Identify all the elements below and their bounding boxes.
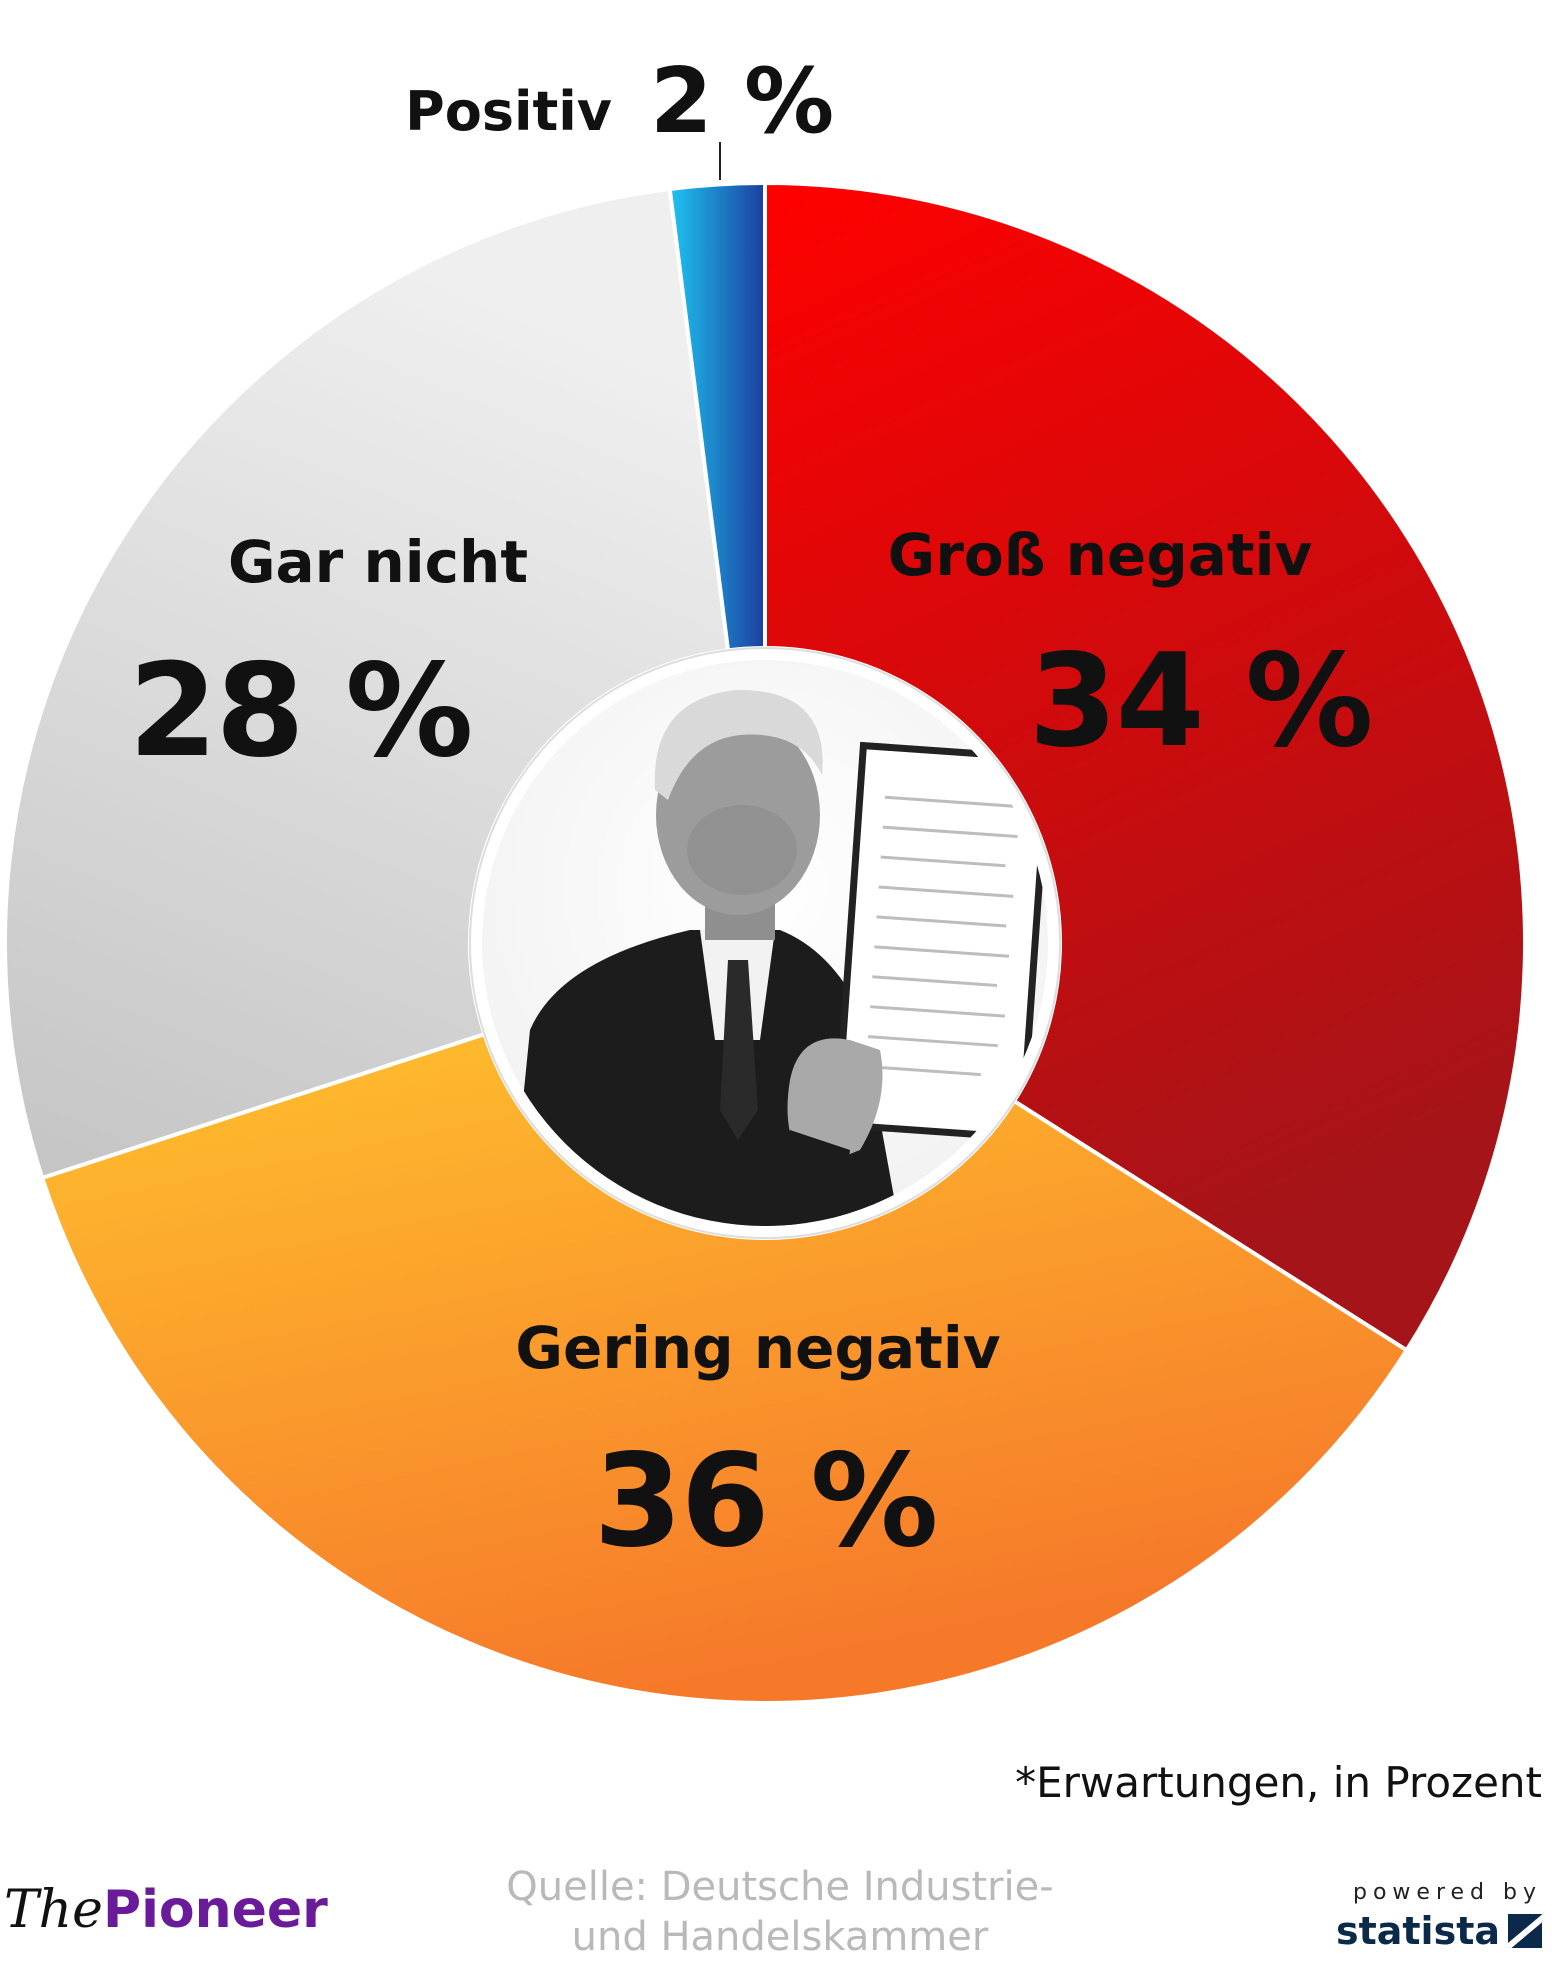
center-portrait [469, 647, 1061, 1239]
label-gering-negativ: Gering negativ [515, 1314, 1000, 1382]
donut-segments [3, 180, 1527, 1705]
label-gar-nicht: Gar nicht [228, 528, 528, 596]
value-gering-negativ: 36 % [594, 1427, 937, 1576]
label-positiv: Positiv [405, 80, 612, 143]
source-line-2: und Handelskammer [571, 1914, 989, 1960]
statista-powered-by: powered by [1353, 1880, 1542, 1905]
statista-logo: powered by statista [1336, 1880, 1542, 1953]
value-gar-nicht: 28 % [129, 637, 472, 786]
source-line-1: Quelle: Deutsche Industrie- [506, 1864, 1054, 1910]
source-note: Quelle: Deutsche Industrie- und Handelsk… [470, 1862, 1090, 1962]
label-gross-negativ: Groß negativ [888, 521, 1313, 589]
statista-mark-icon [1508, 1914, 1542, 1948]
footnote: *Erwartungen, in Prozent [1015, 1758, 1542, 1807]
thepioneer-logo: ThePioneer [4, 1880, 328, 1940]
value-positiv: 2 % [650, 49, 834, 154]
portrait-photo-icon [482, 660, 1048, 1226]
statista-name: statista [1335, 1909, 1500, 1953]
logo-name: Pioneer [102, 1880, 328, 1940]
value-gross-negativ: 34 % [1029, 627, 1372, 776]
segment-labels: Groß negativ 34 % Gering negativ 36 % Gar ni… [129, 49, 1374, 1576]
statista-wordmark: statista [1336, 1909, 1542, 1953]
logo-the: The [4, 1880, 103, 1940]
